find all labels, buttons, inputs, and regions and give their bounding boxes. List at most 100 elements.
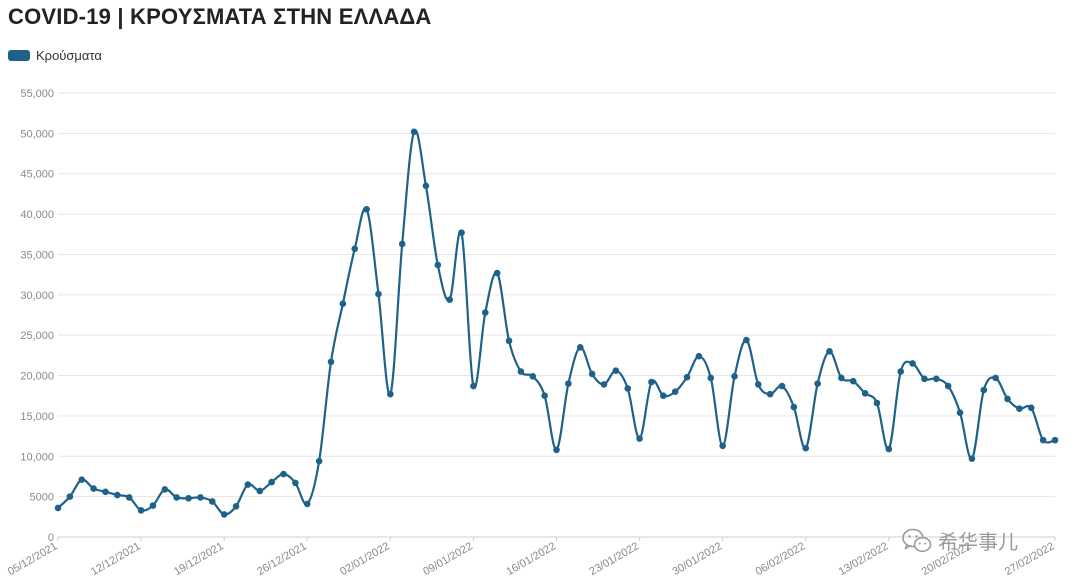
data-point[interactable] [707, 374, 715, 382]
data-point[interactable] [683, 373, 691, 381]
data-point[interactable] [161, 486, 169, 493]
data-point[interactable] [719, 442, 726, 450]
data-point[interactable] [826, 348, 833, 355]
data-point[interactable] [220, 511, 228, 518]
data-point[interactable] [660, 392, 667, 400]
data-point[interactable] [137, 507, 145, 514]
data-point[interactable] [897, 368, 905, 375]
data-point[interactable] [197, 494, 204, 501]
data-point[interactable] [838, 374, 845, 382]
data-point[interactable] [422, 182, 430, 190]
data-point[interactable] [327, 358, 335, 366]
data-point[interactable] [802, 444, 810, 452]
data-point[interactable] [398, 240, 406, 248]
data-point[interactable] [636, 435, 643, 442]
data-point[interactable] [565, 380, 572, 387]
data-point[interactable] [375, 290, 382, 298]
legend-swatch [8, 50, 30, 61]
data-point[interactable] [185, 494, 192, 502]
data-point[interactable] [695, 352, 703, 360]
data-point[interactable] [315, 457, 323, 465]
data-point[interactable] [588, 370, 596, 378]
y-tick-label: 55,000 [20, 88, 54, 100]
data-point[interactable] [956, 409, 964, 416]
data-point[interactable] [387, 390, 394, 398]
data-point[interactable] [1027, 404, 1035, 412]
data-point[interactable] [434, 261, 442, 269]
data-point[interactable] [992, 374, 999, 382]
data-point[interactable] [173, 494, 180, 501]
data-point[interactable] [1016, 405, 1023, 412]
data-point[interactable] [458, 229, 465, 236]
data-point[interactable] [600, 381, 608, 388]
data-point[interactable] [114, 491, 121, 499]
data-point[interactable] [980, 386, 988, 394]
data-point[interactable] [624, 385, 632, 392]
data-point[interactable] [481, 309, 489, 316]
data-point[interactable] [861, 390, 869, 397]
data-point[interactable] [790, 403, 798, 411]
data-point[interactable] [517, 368, 525, 375]
data-point[interactable] [54, 504, 62, 512]
data-point[interactable] [576, 343, 584, 351]
x-axis-ticks: 05/12/2021 12/12/2021 19/12/2021 26/12/2021… [6, 537, 1057, 578]
data-point[interactable] [149, 502, 157, 509]
data-point[interactable] [909, 360, 916, 367]
y-axis-ticks: 0 5000 10,000 15,000 20,000 25,000 30,000 35,00… [20, 88, 54, 544]
data-point[interactable] [1039, 436, 1047, 444]
data-point[interactable] [648, 378, 655, 386]
data-point[interactable] [410, 128, 418, 136]
data-point[interactable] [541, 392, 548, 400]
data-point[interactable] [849, 377, 857, 385]
data-point[interactable] [968, 455, 976, 462]
y-tick-label: 25,000 [20, 330, 54, 342]
data-point[interactable] [1051, 436, 1059, 444]
data-point[interactable] [78, 476, 86, 483]
data-point[interactable] [814, 380, 821, 387]
y-tick-label: 15,000 [20, 411, 54, 423]
y-tick-label: 5000 [30, 492, 54, 504]
data-point[interactable] [754, 381, 762, 388]
wechat-icon [902, 528, 932, 552]
data-point[interactable] [363, 205, 370, 213]
y-tick-label: 0 [48, 532, 54, 544]
data-point[interactable] [232, 503, 240, 510]
data-point[interactable] [125, 494, 133, 501]
x-tick-label: 13/02/2022 [837, 540, 891, 578]
data-point[interactable] [102, 488, 109, 496]
data-point[interactable] [873, 399, 881, 407]
data-point[interactable] [529, 373, 537, 380]
data-point[interactable] [885, 445, 893, 453]
data-point[interactable] [292, 479, 299, 487]
y-tick-label: 10,000 [20, 451, 54, 463]
data-point[interactable] [766, 390, 774, 398]
data-point[interactable] [470, 382, 477, 390]
data-point[interactable] [671, 388, 679, 395]
y-tick-label: 20,000 [20, 371, 54, 383]
data-point[interactable] [1004, 395, 1011, 403]
data-point[interactable] [244, 481, 252, 488]
data-point[interactable] [612, 367, 620, 375]
data-point[interactable] [446, 296, 453, 303]
data-point[interactable] [921, 375, 928, 383]
data-point[interactable] [553, 446, 560, 454]
data-point[interactable] [944, 382, 952, 390]
data-point[interactable] [90, 485, 97, 492]
data-point[interactable] [731, 373, 738, 380]
data-point[interactable] [505, 337, 513, 345]
data-point[interactable] [778, 382, 786, 390]
data-point[interactable] [208, 498, 216, 505]
data-point[interactable] [743, 336, 750, 344]
data-point[interactable] [280, 470, 287, 478]
data-point[interactable] [339, 300, 347, 307]
legend[interactable]: Κρούσματα [8, 48, 102, 63]
data-point[interactable] [256, 487, 264, 495]
series-line [57, 129, 1056, 516]
data-point[interactable] [933, 375, 940, 383]
x-tick-label: 30/01/2022 [670, 540, 724, 578]
data-point[interactable] [351, 245, 359, 253]
data-point[interactable] [268, 478, 275, 486]
data-point[interactable] [303, 500, 311, 508]
data-point[interactable] [66, 493, 74, 500]
data-point[interactable] [493, 269, 501, 277]
